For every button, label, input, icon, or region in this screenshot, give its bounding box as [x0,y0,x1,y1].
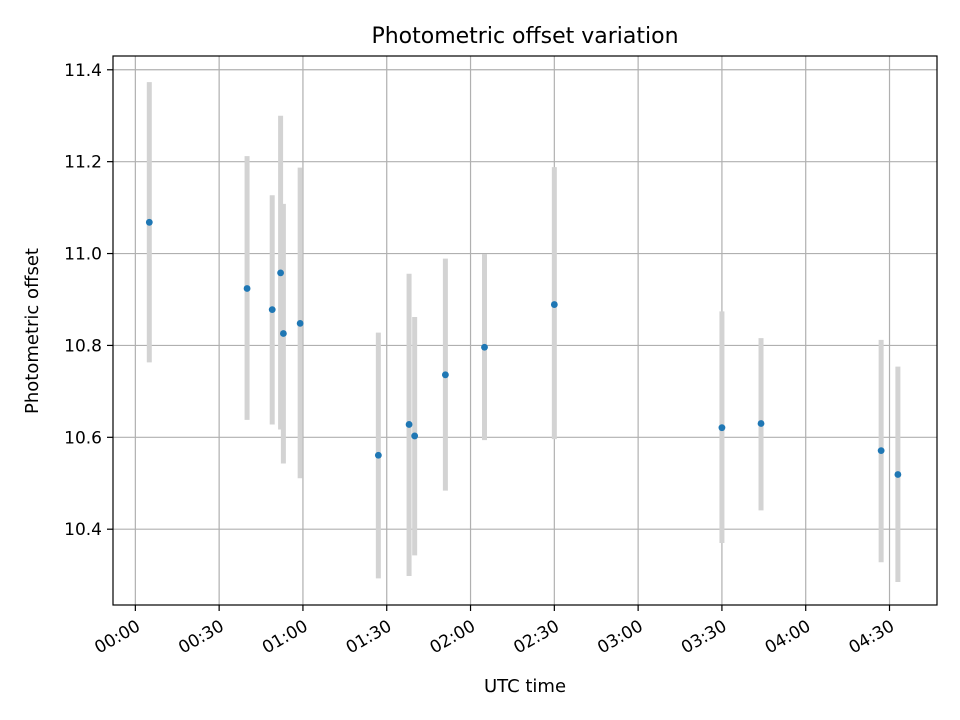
data-point [243,285,251,292]
data-point [441,371,449,379]
data-points [145,218,902,478]
y-tick-label: 11.2 [64,153,102,173]
data-point [374,451,382,459]
y-axis-ticks: 10.4 10.6 10.8 11.0 11.2 11.4 [64,61,113,540]
y-tick-label: 11.4 [64,61,102,81]
data-point [757,420,765,427]
data-point [550,301,558,308]
x-axis-label: UTC time [484,676,566,697]
plot-frame [112,55,938,606]
data-point [277,269,284,277]
y-tick-label: 10.4 [64,520,102,540]
data-point [268,306,276,313]
data-point [405,421,413,428]
y-tick-label: 10.8 [64,336,102,356]
data-point [145,218,153,226]
data-point [411,432,419,440]
data-point [894,471,902,478]
data-point [877,447,885,455]
data-point [481,343,488,351]
y-tick-label: 10.6 [64,428,102,448]
chart-title: Photometric offset variation [371,24,678,49]
y-axis-label: Photometric offset [22,248,43,414]
data-point [718,424,726,432]
data-point [296,319,304,327]
y-tick-label: 11.0 [64,245,102,265]
data-point [279,330,287,337]
